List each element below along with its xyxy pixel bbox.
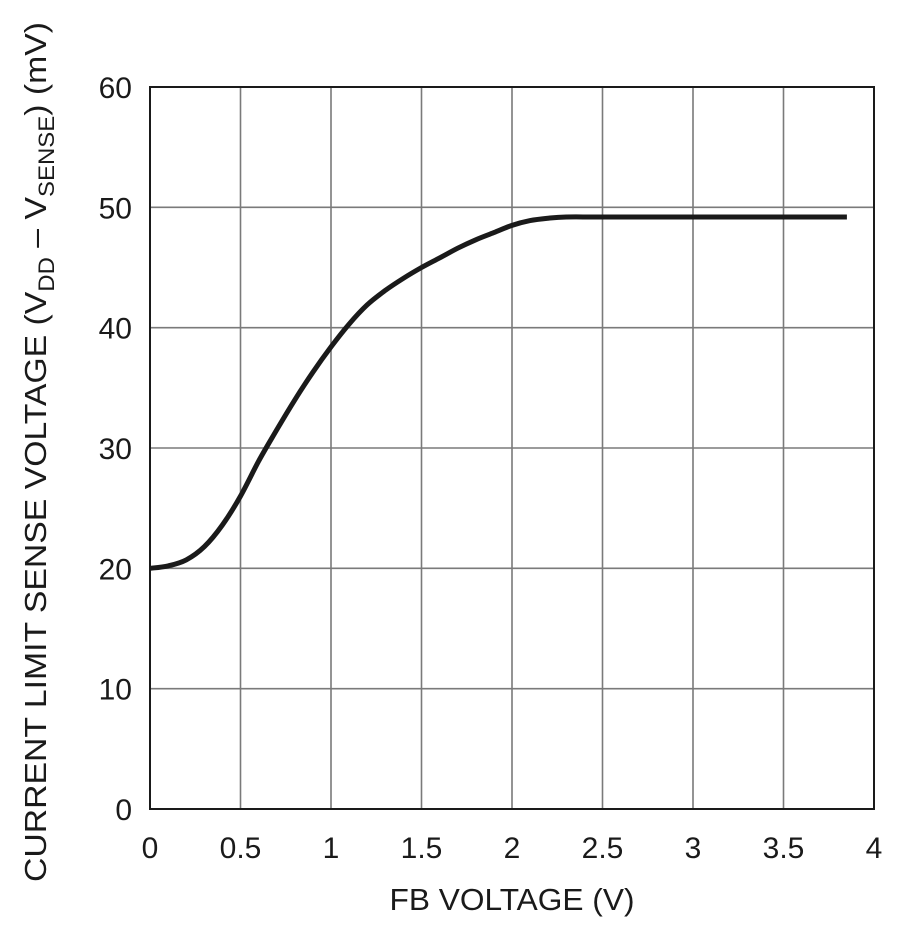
- y-tick-label: 30: [99, 433, 132, 466]
- series-line: [149, 214, 847, 571]
- x-tick-label: 0: [142, 832, 159, 865]
- x-tick-label: 3.5: [763, 832, 805, 865]
- y-axis-title: CURRENT LIMIT SENSE VOLTAGE (VDD – VSENS…: [18, 22, 59, 882]
- grid: [150, 87, 874, 809]
- y-axis-title-sub2: SENSE: [34, 116, 59, 197]
- x-tick-label: 0.5: [220, 832, 262, 865]
- x-tick-label: 1: [323, 832, 340, 865]
- y-axis-title-sub1: DD: [34, 257, 59, 292]
- y-tick-labels: 0 10 20 30 40 50 60: [99, 72, 132, 827]
- x-tick-label: 3: [685, 832, 702, 865]
- plot-frame: [149, 86, 875, 810]
- y-axis-title-suffix: ) (mV): [18, 22, 53, 116]
- x-axis-title: FB VOLTAGE (V): [390, 882, 635, 917]
- series-layer: [149, 214, 847, 571]
- x-tick-label: 4: [866, 832, 883, 865]
- y-tick-label: 20: [99, 553, 132, 586]
- y-tick-label: 10: [99, 674, 132, 707]
- x-tick-label: 2: [504, 832, 521, 865]
- y-tick-label: 0: [115, 794, 132, 827]
- y-axis-title-prefix: CURRENT LIMIT SENSE VOLTAGE (V: [18, 291, 53, 882]
- y-tick-label: 50: [99, 192, 132, 225]
- x-tick-labels: 0 0.5 1 1.5 2 2.5 3 3.5 4: [142, 832, 883, 865]
- y-axis-title-middle: – V: [18, 197, 53, 257]
- y-tick-label: 40: [99, 313, 132, 346]
- y-tick-label: 60: [99, 72, 132, 105]
- x-tick-label: 2.5: [582, 832, 624, 865]
- x-tick-label: 1.5: [401, 832, 443, 865]
